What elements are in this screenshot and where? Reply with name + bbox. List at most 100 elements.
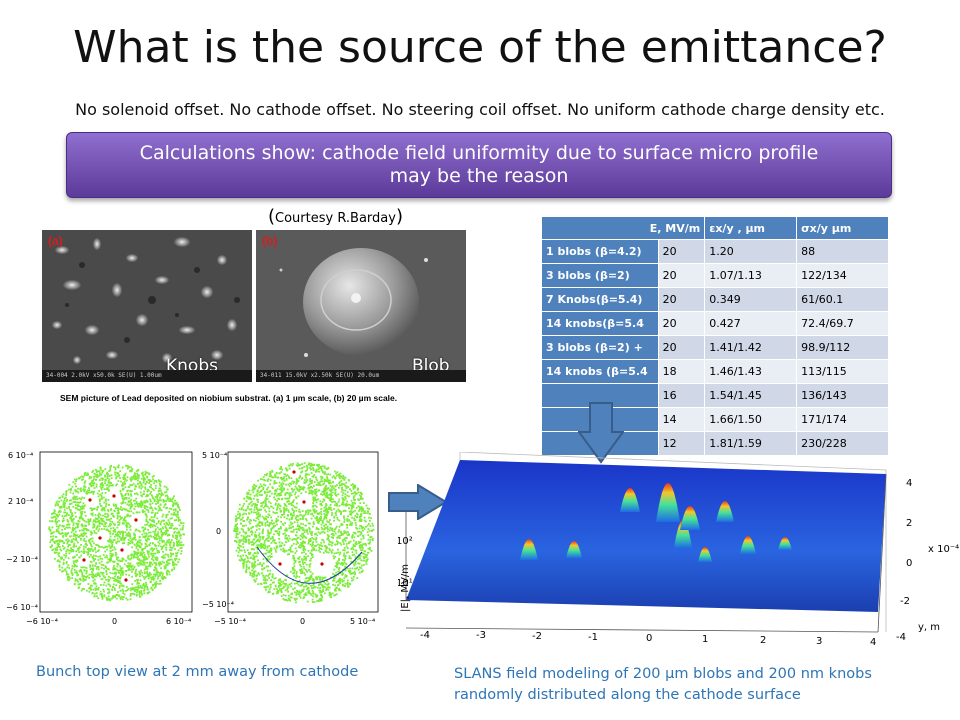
sem-blob-texture (256, 230, 466, 382)
sem-image-knobs: (a) Knobs 34-004 2.0kV x50.0k SE(U) 1.00… (42, 230, 252, 382)
x-tick: -2 (532, 631, 542, 642)
field-peaks (520, 483, 792, 562)
cell-eps: 0.349 (704, 287, 798, 312)
bunch-caption: Bunch top view at 2 mm away from cathode (36, 664, 359, 680)
table-row: 14 knobs (β=5.4 18 1.46/1.43 113/115 (541, 359, 889, 384)
cell-eps: 1.66/1.50 (704, 407, 798, 432)
y-tick: -2 (900, 596, 910, 607)
table-row: 1 blobs (β=4.2) 20 1.20 88 (541, 239, 889, 264)
cell-eps: 0.427 (704, 311, 798, 336)
cell-e: 20 (657, 239, 706, 264)
right-arrow-icon (388, 484, 448, 520)
cell-eps: 1.46/1.43 (704, 359, 798, 384)
cell-sigma: 122/134 (796, 263, 889, 288)
cell-e: 18 (657, 359, 706, 384)
courtesy-text: Courtesy R.Barday (275, 211, 396, 226)
cell-e: 20 (657, 335, 706, 360)
cell-sigma: 230/228 (796, 431, 889, 456)
plot2-ytick: −5 10⁻⁴ (202, 600, 234, 609)
plot1-xtick: 6 10⁻⁴ (166, 617, 191, 626)
sem-image-blob: (b) Blob 34-011 15.0kV x2.50k SE(U) 20.0… (256, 230, 466, 382)
y-tick: -4 (896, 632, 906, 643)
emittance-table: E, MV/m εx/y , µm σx/y µm 1 blobs (β=4.2… (540, 216, 889, 456)
row-label: 14 knobs (β=5.4 (541, 359, 659, 384)
z-axis-label: |E|, MV/m (400, 564, 411, 612)
cell-sigma: 72.4/69.7 (796, 311, 889, 336)
cell-sigma: 61/60.1 (796, 287, 889, 312)
table-row: 16 1.54/1.45 136/143 (541, 383, 889, 408)
row-label: 3 blobs (β=2) (541, 263, 659, 288)
down-arrow-icon (578, 402, 624, 464)
cell-e: 20 (657, 311, 706, 336)
table-row: 14 1.66/1.50 171/174 (541, 407, 889, 432)
plot1-ytick: −2 10⁻⁴ (6, 555, 38, 564)
x-ticks: -4 -3 -2 -1 0 1 2 3 4 (420, 630, 876, 648)
plot2-xtick: 0 (300, 617, 305, 626)
cell-sigma: 171/174 (796, 407, 889, 432)
row-label: 3 blobs (β=2) + (541, 335, 659, 360)
table-row: 7 Knobs(β=5.4) 20 0.349 61/60.1 (541, 287, 889, 312)
sem-knobs-texture (42, 230, 252, 382)
y-tick: 4 (906, 478, 912, 489)
header-sigma: σx/y µm (796, 216, 889, 240)
plot1-ytick: 6 10⁻⁴ (8, 451, 33, 460)
plot1-xtick: 0 (112, 617, 117, 626)
x-tick: -4 (420, 630, 430, 641)
z-tick-10: 10¹ (398, 578, 413, 589)
table-header-row: E, MV/m εx/y , µm σx/y µm (540, 216, 889, 240)
cell-e: 20 (657, 287, 706, 312)
courtesy-note: (Courtesy R.Barday) (268, 206, 403, 227)
x-tick: -3 (476, 630, 486, 641)
sem-caption: SEM picture of Lead deposited on niobium… (60, 393, 398, 403)
y-tick: 2 (906, 518, 912, 529)
row-label: 7 Knobs(β=5.4) (541, 287, 659, 312)
x-tick: -1 (588, 632, 598, 643)
table-row: 14 knobs(β=5.4 20 0.427 72.4/69.7 (541, 311, 889, 336)
slide-subtitle: No solenoid offset. No cathode offset. N… (75, 100, 885, 119)
courtesy-close-paren: ) (395, 206, 403, 227)
cell-eps: 1.54/1.45 (704, 383, 798, 408)
bunch-plot-1-canvas: 6 10⁻⁴ 2 10⁻⁴ −2 10⁻⁴ −6 10⁻⁴ −6 10⁻⁴ 0 … (6, 451, 193, 626)
plot2-xtick: 5 10⁻⁴ (350, 617, 375, 626)
sem-panel-label-b: (b) (262, 234, 278, 248)
cell-eps: 1.20 (704, 239, 798, 264)
x-tick: 1 (702, 634, 708, 645)
slide-title: What is the source of the emittance? (73, 22, 887, 73)
bunch-plot-2-canvas: 5 10⁻⁴ 0 −5 10⁻⁴ −5 10⁻⁴ 0 5 10⁻⁴ (202, 451, 379, 626)
plot2-ytick: 0 (216, 527, 221, 536)
table-row: 3 blobs (β=2) 20 1.07/1.13 122/134 (541, 263, 889, 288)
cell-sigma: 136/143 (796, 383, 889, 408)
conclusion-callout: Calculations show: cathode field uniform… (66, 132, 892, 198)
plot2-xtick: −5 10⁻⁴ (214, 617, 246, 626)
cell-e: 16 (657, 383, 706, 408)
cell-e: 14 (657, 407, 706, 432)
table-row: 3 blobs (β=2) + 20 1.41/1.42 98.9/112 (541, 335, 889, 360)
field-surface-plot: 10² 10¹ |E|, MV/m -4 -3 -2 -1 0 1 2 3 4 … (396, 451, 960, 650)
cell-sigma: 98.9/112 (796, 335, 889, 360)
header-emittance: εx/y , µm (704, 216, 798, 240)
x-tick: 3 (816, 636, 822, 647)
bunch-plot-2: 5 10⁻⁴ 0 −5 10⁻⁴ −5 10⁻⁴ 0 5 10⁻⁴ (202, 442, 382, 628)
cell-eps: 1.81/1.59 (704, 431, 798, 456)
plot1-xtick: −6 10⁻⁴ (26, 617, 58, 626)
y-ticks: 4 2 0 -2 -4 (896, 478, 912, 643)
header-e-field: E, MV/m (540, 216, 706, 240)
plot1-ytick: 2 10⁻⁴ (8, 497, 33, 506)
cell-sigma: 113/115 (796, 359, 889, 384)
scale-label: x 10⁻⁴ (928, 544, 959, 555)
bunch-plot-1: 6 10⁻⁴ 2 10⁻⁴ −2 10⁻⁴ −6 10⁻⁴ −6 10⁻⁴ 0 … (6, 442, 198, 628)
field-surface-canvas: 10² 10¹ |E|, MV/m -4 -3 -2 -1 0 1 2 3 4 … (396, 451, 959, 648)
sem-meta-a: 34-004 2.0kV x50.0k SE(U) 1.00um (42, 370, 252, 382)
row-label: 14 knobs(β=5.4 (541, 311, 659, 336)
callout-line-1: Calculations show: cathode field uniform… (139, 142, 819, 164)
cell-eps: 1.41/1.42 (704, 335, 798, 360)
plot1-ytick: −6 10⁻⁴ (6, 603, 38, 612)
callout-line-2: may be the reason (389, 165, 569, 187)
slans-caption: SLANS field modeling of 200 µm blobs and… (454, 666, 872, 703)
sem-meta-b: 34-011 15.0kV x2.50k SE(U) 20.0um (256, 370, 466, 382)
courtesy-open-paren: ( (268, 206, 276, 227)
x-tick: 4 (870, 637, 876, 648)
cell-eps: 1.07/1.13 (704, 263, 798, 288)
y-tick: 0 (906, 558, 912, 569)
x-tick: 0 (646, 633, 652, 644)
